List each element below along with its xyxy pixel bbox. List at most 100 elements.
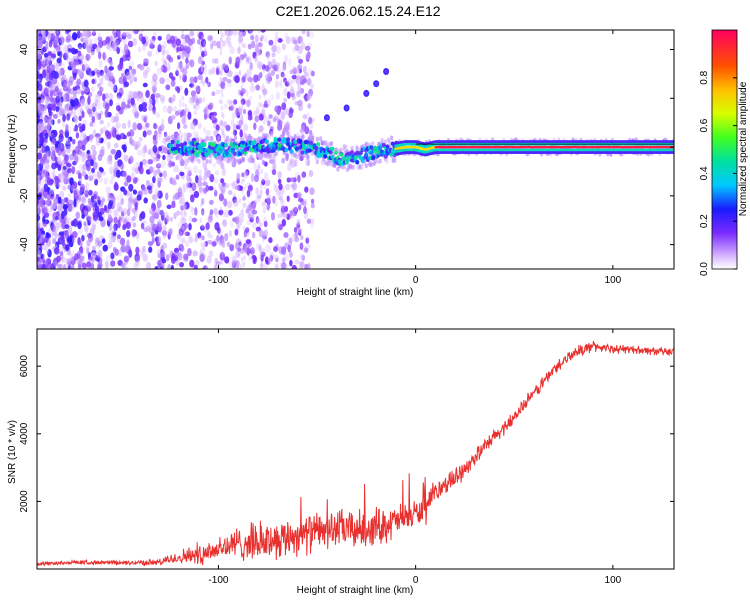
spectrogram-cell — [385, 158, 389, 164]
spectrogram-cell — [179, 85, 183, 91]
spectrogram-cell — [97, 51, 102, 60]
spectrogram-cell — [260, 254, 264, 262]
spectrogram-cell — [258, 94, 262, 100]
spectrogram-cell — [186, 181, 190, 189]
spectrogram-cell — [243, 50, 246, 56]
spectrogram-cell — [83, 58, 88, 66]
spectrogram-cell — [152, 139, 159, 145]
spectrogram-cell — [52, 238, 57, 245]
spectrogram-cell — [201, 235, 204, 241]
spectrogram-cell — [159, 124, 165, 131]
spectrogram-cell — [114, 112, 120, 120]
spectrogram-cell — [112, 42, 116, 52]
spectrogram-cell — [262, 63, 265, 68]
spectrogram-cell — [85, 182, 90, 191]
spectrogram-cell — [228, 229, 233, 238]
spectrogram-cell — [306, 30, 310, 38]
spectrogram-cell — [116, 92, 122, 99]
spectrogram-cell — [77, 46, 82, 51]
spectrogram-cell — [86, 266, 91, 269]
spectrogram-cell — [45, 40, 49, 50]
spectrogram-cell — [243, 233, 246, 239]
spectrogram-cell — [155, 99, 160, 104]
spectrogram-cell — [209, 199, 214, 205]
spectrogram-cell — [120, 197, 124, 205]
spectrogram-cell — [102, 244, 108, 252]
spectrogram-cell — [72, 181, 78, 190]
spectrogram-cell — [293, 133, 297, 139]
spectrogram-cell — [162, 230, 167, 236]
spectrogram-cell — [271, 45, 277, 53]
spectrogram-cell — [184, 164, 187, 170]
spectrogram-cell — [132, 122, 137, 131]
spectrogram-cell — [300, 234, 304, 241]
spectrogram-cell — [97, 82, 101, 88]
spectrogram-cell — [165, 254, 170, 262]
spectrogram-cell — [168, 160, 173, 168]
spectrogram-cell — [67, 265, 71, 269]
spectrogram-cell — [109, 166, 114, 175]
spectrogram-cell — [135, 161, 141, 167]
spectrogram-cell — [283, 54, 288, 63]
spectrogram-cell — [254, 43, 259, 50]
spectrogram-cell — [130, 172, 136, 181]
spectrogram-cell — [50, 189, 54, 198]
spectrogram-cell — [279, 261, 284, 269]
spectrogram-cell — [56, 57, 62, 64]
spectrogram-cell — [48, 39, 53, 48]
spectrogram-cell — [71, 61, 76, 69]
spectrogram-cell — [239, 123, 242, 129]
spectrogram-cell — [41, 258, 46, 264]
spectrogram-cell — [134, 111, 140, 120]
spectrogram-cell — [235, 250, 240, 258]
spectrogram-cell — [245, 239, 252, 245]
spectrogram-cell — [147, 149, 152, 156]
spectrogram-cell — [146, 129, 152, 136]
spectrogram-cell — [301, 171, 307, 178]
spectrogram-cell — [142, 69, 149, 76]
spectrogram-cell — [265, 76, 272, 85]
spectrogram-cell — [192, 130, 199, 137]
spectrogram-cell — [179, 129, 182, 135]
spectrogram-cell — [311, 136, 315, 141]
spectrogram-cell — [86, 247, 90, 255]
spectrogram-cell — [156, 163, 162, 169]
spectrogram-cell — [166, 204, 172, 210]
spectrogram-cell — [37, 231, 43, 237]
spectrogram-cell — [355, 160, 360, 165]
spectrogram-cell — [262, 247, 265, 253]
spectrogram-cell — [63, 236, 69, 244]
spectrogram-cell — [123, 154, 129, 162]
spectrogram-cell — [219, 252, 226, 261]
spectrogram-cell — [152, 145, 158, 153]
spectrogram-cell — [63, 170, 69, 178]
spectrogram-cell — [230, 130, 236, 136]
spectrogram-cell — [243, 43, 247, 49]
spectrogram-cell — [51, 138, 56, 145]
spectrogram-cell — [42, 244, 48, 251]
spectrogram-cell — [147, 241, 154, 246]
spectrogram-cell — [111, 41, 116, 50]
spectrogram-cell — [201, 64, 204, 70]
spectrogram-cell — [67, 184, 71, 190]
spectrogram-cell — [240, 100, 244, 106]
spectrogram-cell — [108, 240, 113, 249]
spectrogram-cell — [95, 92, 100, 98]
spectrogram-cell — [133, 105, 138, 112]
spectrogram-cell — [184, 108, 187, 114]
spectrogram-cell — [240, 262, 244, 269]
spectrogram-cell — [170, 134, 174, 140]
spectrogram-cell — [134, 202, 138, 211]
spectrogram-cell — [360, 165, 364, 170]
spectrogram-cell — [194, 206, 198, 216]
spectrogram-cell — [130, 73, 136, 79]
spectrogram-cell — [198, 184, 202, 190]
spectrogram-cell — [187, 111, 192, 120]
spectrogram-cell — [48, 33, 52, 38]
spectrogram-cell — [286, 137, 291, 142]
spectrogram-cell — [263, 119, 266, 125]
spectrogram-cell — [240, 94, 243, 100]
spectrogram-cell — [259, 45, 262, 50]
spectrogram-cell — [262, 67, 266, 73]
spectrogram-cell — [51, 162, 57, 170]
